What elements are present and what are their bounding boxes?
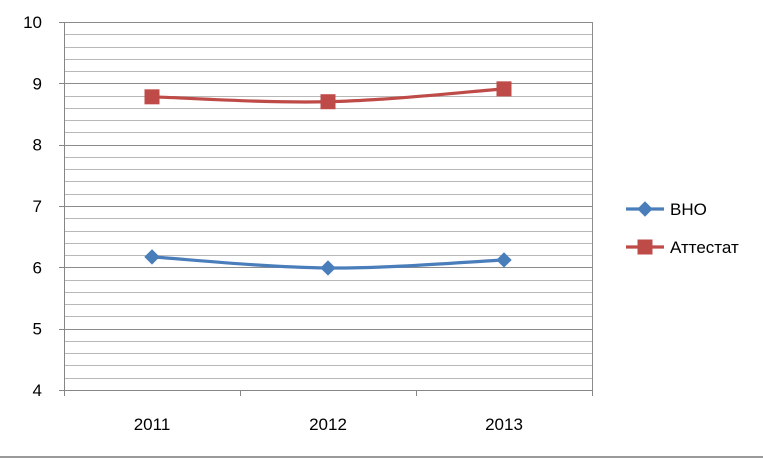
data-point bbox=[496, 252, 512, 268]
data-point bbox=[144, 249, 160, 265]
y-tick-label: 10 bbox=[23, 13, 42, 32]
y-tick-label: 7 bbox=[33, 197, 42, 216]
legend-item: ВНО bbox=[626, 200, 707, 219]
data-point bbox=[144, 89, 160, 105]
y-tick-label: 9 bbox=[33, 74, 42, 93]
axes bbox=[64, 22, 592, 391]
x-axis-ticks: 2011 2012 2013 bbox=[64, 390, 593, 434]
y-tick-label: 5 bbox=[33, 320, 42, 339]
data-point bbox=[496, 81, 512, 97]
legend-item: Аттестат bbox=[626, 238, 739, 257]
bottom-divider bbox=[0, 456, 763, 458]
data-point bbox=[320, 260, 336, 276]
x-tick-label: 2011 bbox=[134, 415, 171, 434]
legend: ВНО Аттестат bbox=[626, 200, 739, 257]
y-tick-label: 8 bbox=[33, 136, 42, 155]
y-tick-label: 4 bbox=[33, 381, 42, 400]
legend-label: ВНО bbox=[670, 200, 707, 219]
series-0 bbox=[144, 249, 512, 276]
series bbox=[144, 81, 512, 276]
legend-label: Аттестат bbox=[670, 238, 739, 257]
series-1 bbox=[144, 81, 512, 110]
legend-marker bbox=[637, 239, 653, 255]
x-tick-label: 2012 bbox=[309, 415, 347, 434]
data-point bbox=[320, 94, 336, 110]
y-axis-ticks: 4 5 6 7 8 9 10 bbox=[23, 13, 64, 400]
legend-marker bbox=[637, 201, 653, 217]
x-tick-label: 2013 bbox=[485, 415, 523, 434]
gridlines bbox=[64, 22, 593, 390]
y-tick-label: 6 bbox=[33, 258, 42, 277]
